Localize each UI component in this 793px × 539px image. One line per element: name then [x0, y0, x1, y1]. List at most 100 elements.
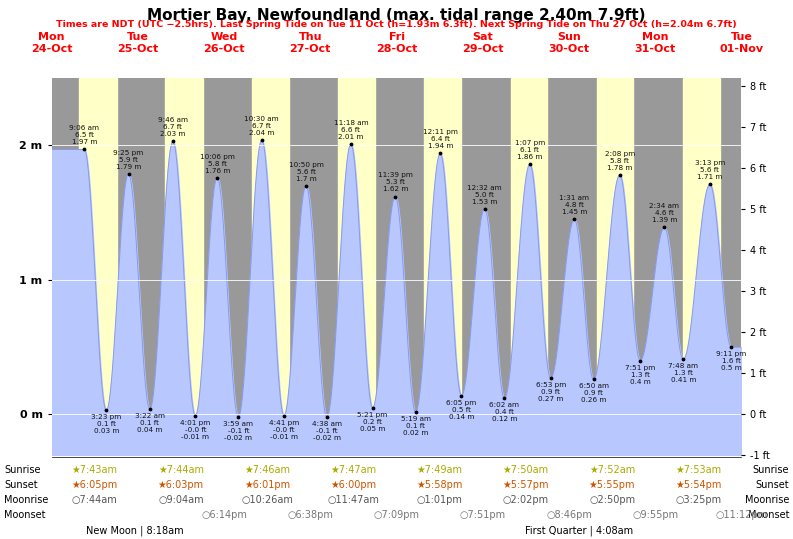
- Text: 2:08 pm
5.8 ft
1.78 m: 2:08 pm 5.8 ft 1.78 m: [604, 151, 635, 171]
- Text: 6:05 pm
0.5 ft
0.14 m: 6:05 pm 0.5 ft 0.14 m: [446, 399, 477, 420]
- Text: 29-Oct: 29-Oct: [462, 44, 504, 54]
- Text: ★7:46am: ★7:46am: [244, 465, 290, 475]
- Text: Tue: Tue: [127, 32, 149, 43]
- Text: Mon: Mon: [38, 32, 65, 43]
- Text: ○9:55pm: ○9:55pm: [632, 510, 678, 520]
- Text: Fri: Fri: [389, 32, 404, 43]
- Text: 9:46 am
6.7 ft
2.03 m: 9:46 am 6.7 ft 2.03 m: [158, 118, 188, 137]
- Text: ○11:12pm: ○11:12pm: [715, 510, 768, 520]
- Bar: [597, 78, 634, 455]
- Text: Sunrise: Sunrise: [4, 465, 40, 475]
- Text: 3:22 am
0.1 ft
0.04 m: 3:22 am 0.1 ft 0.04 m: [135, 413, 165, 433]
- Text: ★7:53am: ★7:53am: [676, 465, 722, 475]
- Text: 24-Oct: 24-Oct: [31, 44, 72, 54]
- Text: ○1:01pm: ○1:01pm: [416, 495, 462, 505]
- Text: ○7:09pm: ○7:09pm: [374, 510, 419, 520]
- Text: ★6:00pm: ★6:00pm: [331, 480, 377, 490]
- Text: 9:11 pm
1.6 ft
0.5 m: 9:11 pm 1.6 ft 0.5 m: [716, 351, 746, 371]
- Bar: [683, 78, 719, 455]
- Text: Moonset: Moonset: [4, 510, 45, 520]
- Text: 10:50 pm
5.6 ft
1.7 m: 10:50 pm 5.6 ft 1.7 m: [289, 162, 324, 182]
- Text: 25-Oct: 25-Oct: [117, 44, 159, 54]
- Text: Moonrise: Moonrise: [745, 495, 789, 505]
- Bar: [224, 78, 310, 455]
- Text: 3:59 am
-0.1 ft
-0.02 m: 3:59 am -0.1 ft -0.02 m: [224, 421, 253, 441]
- Text: ○10:26am: ○10:26am: [241, 495, 293, 505]
- Text: 7:48 am
1.3 ft
0.41 m: 7:48 am 1.3 ft 0.41 m: [668, 363, 699, 383]
- Bar: [310, 78, 396, 455]
- Text: 4:41 pm
-0.0 ft
-0.01 m: 4:41 pm -0.0 ft -0.01 m: [269, 420, 299, 440]
- Text: 30-Oct: 30-Oct: [549, 44, 589, 54]
- Text: ★7:43am: ★7:43am: [71, 465, 117, 475]
- Text: ○11:47am: ○11:47am: [328, 495, 379, 505]
- Bar: [79, 78, 117, 455]
- Text: Moonset: Moonset: [748, 510, 789, 520]
- Bar: [655, 78, 741, 455]
- Text: Sunset: Sunset: [4, 480, 37, 490]
- Text: 6:02 am
0.4 ft
0.12 m: 6:02 am 0.4 ft 0.12 m: [489, 402, 519, 423]
- Text: Sunrise: Sunrise: [753, 465, 789, 475]
- Text: ○9:04am: ○9:04am: [158, 495, 204, 505]
- Text: 9:06 am
6.5 ft
1.97 m: 9:06 am 6.5 ft 1.97 m: [69, 126, 99, 146]
- Bar: [569, 78, 655, 455]
- Text: First Quarter | 4:08am: First Quarter | 4:08am: [525, 525, 633, 536]
- Text: ★7:52am: ★7:52am: [589, 465, 635, 475]
- Text: ○7:51pm: ○7:51pm: [460, 510, 506, 520]
- Text: Mon: Mon: [642, 32, 668, 43]
- Bar: [424, 78, 461, 455]
- Bar: [338, 78, 375, 455]
- Text: 1:31 am
4.8 ft
1.45 m: 1:31 am 4.8 ft 1.45 m: [559, 195, 589, 216]
- Text: Sunset: Sunset: [756, 480, 789, 490]
- Text: Moonrise: Moonrise: [4, 495, 48, 505]
- Bar: [396, 78, 483, 455]
- Text: Sun: Sun: [557, 32, 580, 43]
- Text: 3:23 pm
0.1 ft
0.03 m: 3:23 pm 0.1 ft 0.03 m: [91, 414, 121, 434]
- Text: 12:11 pm
6.4 ft
1.94 m: 12:11 pm 6.4 ft 1.94 m: [423, 129, 458, 149]
- Text: 3:13 pm
5.6 ft
1.71 m: 3:13 pm 5.6 ft 1.71 m: [695, 161, 725, 181]
- Text: ★5:57pm: ★5:57pm: [503, 480, 549, 490]
- Text: ○2:50pm: ○2:50pm: [589, 495, 635, 505]
- Text: 11:39 pm
5.3 ft
1.62 m: 11:39 pm 5.3 ft 1.62 m: [377, 172, 412, 192]
- Text: 26-Oct: 26-Oct: [203, 44, 245, 54]
- Text: ★7:47am: ★7:47am: [331, 465, 377, 475]
- Text: 7:51 pm
1.3 ft
0.4 m: 7:51 pm 1.3 ft 0.4 m: [625, 365, 655, 385]
- Text: 27-Oct: 27-Oct: [289, 44, 331, 54]
- Text: ○6:14pm: ○6:14pm: [201, 510, 247, 520]
- Text: 2:34 am
4.6 ft
1.39 m: 2:34 am 4.6 ft 1.39 m: [649, 203, 680, 224]
- Text: ○7:44am: ○7:44am: [72, 495, 117, 505]
- Text: Mortier Bay, Newfoundland (max. tidal range 2.40m 7.9ft): Mortier Bay, Newfoundland (max. tidal ra…: [147, 8, 646, 23]
- Text: ★7:44am: ★7:44am: [158, 465, 204, 475]
- Text: Sat: Sat: [473, 32, 493, 43]
- Text: ○3:25pm: ○3:25pm: [676, 495, 722, 505]
- Text: 9:25 pm
5.9 ft
1.79 m: 9:25 pm 5.9 ft 1.79 m: [113, 150, 144, 170]
- Text: 11:18 am
6.6 ft
2.01 m: 11:18 am 6.6 ft 2.01 m: [334, 120, 368, 140]
- Text: Times are NDT (UTC −2.5hrs). Last Spring Tide on Tue 11 Oct (h=1.93m 6.3ft). Nex: Times are NDT (UTC −2.5hrs). Last Spring…: [56, 20, 737, 30]
- Text: Tue: Tue: [730, 32, 753, 43]
- Text: Wed: Wed: [210, 32, 238, 43]
- Bar: [483, 78, 569, 455]
- Text: 28-Oct: 28-Oct: [376, 44, 417, 54]
- Bar: [251, 78, 289, 455]
- Text: Thu: Thu: [298, 32, 322, 43]
- Text: ★6:01pm: ★6:01pm: [244, 480, 290, 490]
- Text: 4:01 pm
-0.0 ft
-0.01 m: 4:01 pm -0.0 ft -0.01 m: [180, 420, 210, 440]
- Text: 31-Oct: 31-Oct: [634, 44, 676, 54]
- Text: ★7:50am: ★7:50am: [503, 465, 549, 475]
- Text: ★5:58pm: ★5:58pm: [416, 480, 463, 490]
- Text: ★6:05pm: ★6:05pm: [71, 480, 118, 490]
- Text: 5:21 pm
0.2 ft
0.05 m: 5:21 pm 0.2 ft 0.05 m: [358, 412, 388, 432]
- Bar: [138, 78, 224, 455]
- Text: 1:07 pm
6.1 ft
1.86 m: 1:07 pm 6.1 ft 1.86 m: [515, 140, 545, 160]
- Text: ★5:54pm: ★5:54pm: [675, 480, 722, 490]
- Text: ○6:38pm: ○6:38pm: [287, 510, 333, 520]
- Text: 10:06 pm
5.8 ft
1.76 m: 10:06 pm 5.8 ft 1.76 m: [200, 154, 235, 174]
- Text: ★5:55pm: ★5:55pm: [589, 480, 635, 490]
- Text: ★6:03pm: ★6:03pm: [158, 480, 204, 490]
- Bar: [165, 78, 203, 455]
- Text: 12:32 am
5.0 ft
1.53 m: 12:32 am 5.0 ft 1.53 m: [467, 184, 502, 205]
- Text: 4:38 am
-0.1 ft
-0.02 m: 4:38 am -0.1 ft -0.02 m: [312, 421, 342, 441]
- Text: 01-Nov: 01-Nov: [719, 44, 764, 54]
- Text: ★7:49am: ★7:49am: [416, 465, 462, 475]
- Bar: [52, 78, 138, 455]
- Text: ○8:46pm: ○8:46pm: [546, 510, 592, 520]
